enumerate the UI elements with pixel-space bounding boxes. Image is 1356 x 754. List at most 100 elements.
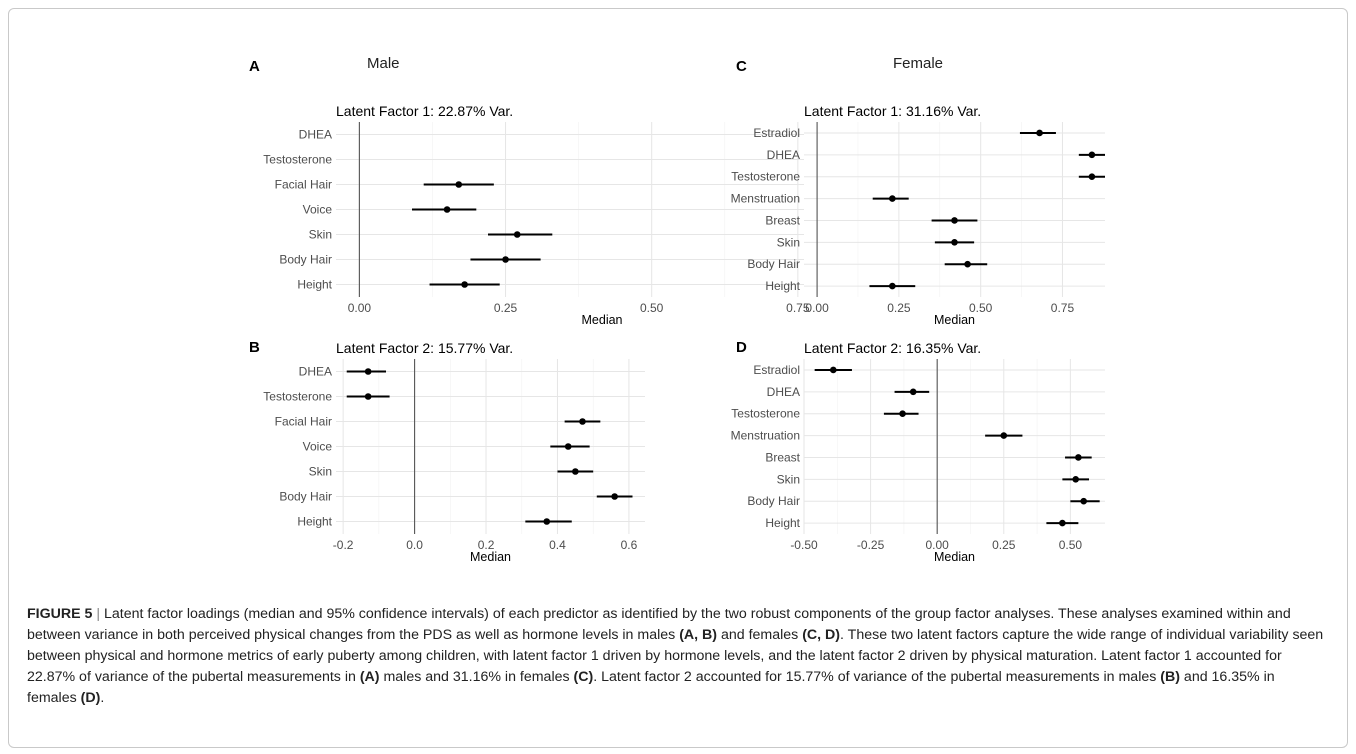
median-point-c — [889, 195, 896, 202]
x-axis-label-b: Median — [470, 550, 511, 564]
caption-text-4: males and 31.16% in females — [379, 669, 574, 685]
median-point-a — [513, 231, 521, 238]
median-point-d — [1072, 476, 1079, 483]
x-tick-label-c: 0.75 — [1051, 301, 1075, 315]
median-point-d — [830, 366, 837, 374]
caption-ref-d: (D) — [80, 690, 101, 706]
median-point-b — [564, 443, 572, 450]
male-group-title: Male — [367, 55, 400, 72]
x-tick-label-a: 0.50 — [640, 301, 664, 315]
category-label-c: Estradiol — [753, 126, 800, 140]
category-label-c: Height — [765, 279, 800, 293]
median-point-b — [364, 368, 372, 375]
x-tick-label-b: 0.2 — [478, 538, 495, 552]
category-label-c: DHEA — [767, 148, 800, 162]
caption-ref-c: (C) — [573, 669, 594, 685]
x-tick-label-c: 0.50 — [969, 301, 993, 315]
figure-caption: FIGURE 5 | Latent factor loadings (media… — [27, 604, 1327, 709]
category-label-b: Facial Hair — [275, 415, 332, 429]
category-label-b: Testosterone — [263, 390, 332, 404]
caption-text-3: . These two latent factors capture the w… — [27, 627, 1324, 685]
median-point-c — [964, 260, 971, 268]
median-point-c — [889, 282, 896, 290]
caption-ref-a: (A) — [359, 669, 380, 685]
female-group-title: Female — [893, 55, 944, 72]
x-tick-label-b: 0.4 — [549, 538, 566, 552]
category-label-c: Skin — [777, 235, 800, 249]
panel-letter-b: B — [249, 339, 260, 356]
caption-ref-ab: (A, B) — [679, 627, 718, 643]
median-point-a — [455, 181, 463, 188]
category-label-d: Menstruation — [731, 429, 800, 443]
caption-ref-cd: (C, D) — [802, 627, 841, 643]
median-point-b — [543, 518, 551, 525]
median-point-d — [1059, 519, 1066, 527]
category-label-c: Breast — [765, 213, 800, 227]
category-label-a: Skin — [309, 228, 332, 242]
x-tick-label-d: 0.00 — [926, 538, 950, 552]
category-label-a: Voice — [303, 203, 333, 217]
x-tick-label-d: 0.25 — [992, 538, 1016, 552]
panel-letter-d: D — [736, 339, 747, 356]
x-tick-label-d: -0.25 — [857, 538, 885, 552]
caption-figure-label: FIGURE 5 — [27, 606, 93, 622]
category-label-a: DHEA — [299, 128, 332, 142]
caption-separator: | — [96, 606, 101, 622]
x-tick-label-c: 0.00 — [805, 301, 829, 315]
category-label-d: Testosterone — [731, 407, 800, 421]
category-label-d: Estradiol — [753, 363, 800, 377]
plot-title-a: Latent Factor 1: 22.87% Var. — [336, 103, 514, 119]
median-point-c — [1036, 129, 1043, 137]
median-point-b — [611, 493, 618, 500]
plot-title-b: Latent Factor 2: 15.77% Var. — [336, 340, 514, 356]
median-point-d — [1080, 497, 1087, 505]
category-label-d: Body Hair — [747, 494, 800, 508]
x-tick-label-b: -0.2 — [333, 538, 354, 552]
x-tick-label-c: 0.25 — [887, 301, 911, 315]
category-label-d: Height — [765, 516, 800, 530]
median-point-d — [1000, 432, 1008, 439]
plot-title-d: Latent Factor 2: 16.35% Var. — [804, 340, 982, 356]
plot-title-c: Latent Factor 1: 31.16% Var. — [804, 103, 982, 119]
caption-text-2: and females — [717, 627, 803, 643]
category-label-d: DHEA — [767, 385, 800, 399]
caption-text-7: . — [100, 690, 105, 706]
x-tick-label-b: 0.6 — [621, 538, 638, 552]
median-point-a — [461, 281, 468, 288]
median-point-c — [951, 217, 958, 224]
x-tick-label-a: 0.00 — [348, 301, 372, 315]
category-label-a: Body Hair — [279, 253, 332, 267]
category-label-b: DHEA — [299, 365, 332, 379]
x-tick-label-d: -0.50 — [790, 538, 818, 552]
x-tick-label-d: 0.50 — [1059, 538, 1083, 552]
category-label-c: Testosterone — [731, 170, 800, 184]
median-point-b — [572, 468, 579, 475]
caption-ref-b: (B) — [1160, 669, 1180, 685]
plot-area-d — [804, 359, 1105, 534]
median-point-c — [1088, 173, 1096, 180]
x-tick-label-a: 0.75 — [786, 301, 810, 315]
caption-text-6: and 16.35% in females — [27, 669, 1275, 706]
panel-letter-a: A — [249, 58, 260, 75]
x-axis-label-d: Median — [934, 550, 975, 564]
median-point-c — [1088, 151, 1096, 159]
panel-letter-c: C — [736, 58, 747, 75]
x-tick-label-b: 0.0 — [406, 538, 423, 552]
caption-text-1: Latent factor loadings (median and 95% c… — [27, 606, 1291, 643]
category-label-b: Voice — [303, 440, 333, 454]
category-label-d: Breast — [765, 450, 800, 464]
category-label-c: Menstruation — [731, 192, 800, 206]
median-point-d — [1075, 454, 1082, 461]
caption-text-5: . Latent factor 2 accounted for 15.77% o… — [593, 669, 1161, 685]
x-axis-label-a: Median — [582, 313, 623, 327]
category-label-d: Skin — [777, 472, 800, 486]
x-tick-label-a: 0.25 — [494, 301, 518, 315]
x-axis-label-c: Median — [934, 313, 975, 327]
median-point-d — [909, 388, 917, 396]
median-point-c — [951, 239, 958, 246]
category-label-c: Body Hair — [747, 257, 800, 271]
plot-area-c — [804, 122, 1105, 297]
median-point-b — [364, 393, 372, 400]
median-point-d — [899, 410, 906, 417]
